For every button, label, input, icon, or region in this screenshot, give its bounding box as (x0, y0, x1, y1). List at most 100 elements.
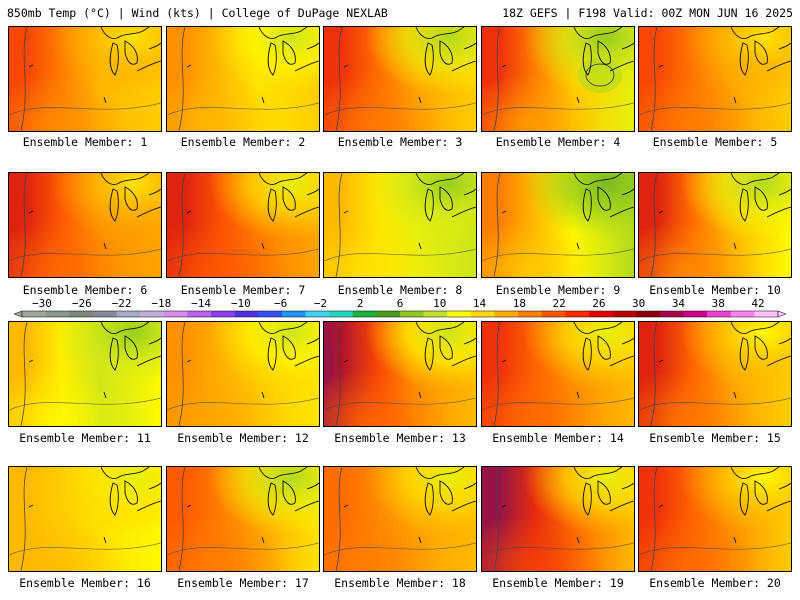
colorbar-swatch (400, 311, 424, 317)
ensemble-member-label: Ensemble Member: 20 (649, 576, 781, 590)
ensemble-member-map (166, 321, 320, 427)
colorbar-tick-label: −10 (231, 297, 251, 310)
ensemble-member-map (481, 172, 635, 278)
ensemble-member-label: Ensemble Member: 19 (492, 576, 624, 590)
chart-title: 850mb Temp (°C) | Wind (kts) | College o… (7, 6, 388, 20)
temperature-map (324, 173, 476, 277)
ensemble-member-map (8, 466, 162, 572)
ensemble-member-label: Ensemble Member: 5 (652, 135, 778, 149)
ensemble-member-map (323, 172, 477, 278)
ensemble-member-map (323, 26, 477, 132)
ensemble-member-map (8, 26, 162, 132)
colorbar-swatch (470, 311, 495, 317)
temperature-map (167, 173, 319, 277)
model-run-valid-time: 18Z GEFS | F198 Valid: 00Z MON JUN 16 20… (502, 6, 793, 20)
colorbar-swatch (45, 311, 70, 317)
colorbar-swatch (754, 311, 779, 317)
colorbar-tick-label: 34 (672, 297, 686, 310)
ensemble-member-label: Ensemble Member: 4 (495, 135, 621, 149)
colorbar-swatch (234, 311, 259, 317)
ensemble-member-label: Ensemble Member: 6 (22, 283, 148, 297)
ensemble-member-map (638, 321, 792, 427)
colorbar-swatch (376, 311, 401, 317)
temperature-map (9, 467, 161, 571)
colorbar-swatch (565, 311, 590, 317)
colorbar-swatch (305, 311, 330, 317)
colorbar-tick-label: −22 (112, 297, 132, 310)
colorbar-swatch (494, 311, 519, 317)
temperature-map (639, 27, 791, 131)
colorbar-tick-label: 22 (552, 297, 565, 310)
ensemble-member-label: Ensemble Member: 2 (180, 135, 306, 149)
temperature-map (639, 173, 791, 277)
temperature-map (167, 467, 319, 571)
ensemble-member-map (8, 321, 162, 427)
ensemble-member-label: Ensemble Member: 8 (337, 283, 463, 297)
ensemble-member-label: Ensemble Member: 11 (19, 431, 151, 445)
temperature-map (167, 322, 319, 426)
colorbar-tick-label: 38 (712, 297, 725, 310)
temperature-map (9, 173, 161, 277)
colorbar-tick-label: 18 (513, 297, 526, 310)
temperature-map (9, 27, 161, 131)
temperature-map (639, 322, 791, 426)
ensemble-member-map (323, 321, 477, 427)
temperature-map (324, 27, 476, 131)
colorbar-swatch (281, 311, 306, 317)
colorbar-swatch (163, 311, 188, 317)
colorbar-swatch (541, 311, 566, 317)
ensemble-member-label: Ensemble Member: 9 (495, 283, 621, 297)
temperature-map (482, 173, 634, 277)
colorbar-swatch (659, 311, 684, 317)
colorbar-swatch (140, 311, 165, 317)
colorbar-tick-label: 42 (751, 297, 764, 310)
colorbar-tick-label: 10 (433, 297, 446, 310)
ensemble-member-map (166, 172, 320, 278)
temperature-map (167, 27, 319, 131)
temperature-map (482, 467, 634, 571)
temperature-map (324, 467, 476, 571)
temperature-map (9, 322, 161, 426)
colorbar-swatch (116, 311, 141, 317)
colorbar-tick-label: −2 (314, 297, 327, 310)
colorbar-swatch (683, 311, 708, 317)
colorbar-tick-label: −18 (151, 297, 171, 310)
colorbar-swatch (92, 311, 117, 317)
colorbar-tick-label: −26 (72, 297, 92, 310)
colorbar-tick-label: −30 (32, 297, 52, 310)
colorbar-tick-label: 26 (592, 297, 605, 310)
colorbar-swatch (518, 311, 543, 317)
ensemble-member-label: Ensemble Member: 17 (177, 576, 309, 590)
ensemble-member-label: Ensemble Member: 18 (334, 576, 466, 590)
colorbar-tick-label: 6 (397, 297, 404, 310)
colorbar-swatch (636, 311, 661, 317)
colorbar-swatch (329, 311, 354, 317)
temperature-map (482, 322, 634, 426)
ensemble-member-label: Ensemble Member: 3 (337, 135, 463, 149)
colorbar-swatch (423, 311, 448, 317)
colorbar-swatch (187, 311, 212, 317)
ensemble-member-map (166, 26, 320, 132)
colorbar-swatch (730, 311, 755, 317)
temperature-map (639, 467, 791, 571)
colorbar-swatch (69, 311, 94, 317)
ensemble-member-map (481, 26, 635, 132)
ensemble-member-label: Ensemble Member: 16 (19, 576, 151, 590)
ensemble-member-label: Ensemble Member: 12 (177, 431, 309, 445)
ensemble-member-map (638, 26, 792, 132)
temperature-map (482, 27, 634, 131)
ensemble-member-map (323, 466, 477, 572)
ensemble-member-label: Ensemble Member: 13 (334, 431, 466, 445)
ensemble-member-map (166, 466, 320, 572)
colorbar-tick-label: 30 (632, 297, 645, 310)
ensemble-member-label: Ensemble Member: 1 (22, 135, 148, 149)
ensemble-member-label: Ensemble Member: 14 (492, 431, 624, 445)
colorbar-swatch (352, 311, 377, 317)
colorbar-tick-label: 2 (357, 297, 364, 310)
ensemble-member-map (8, 172, 162, 278)
ensemble-member-map (638, 172, 792, 278)
colorbar-swatch (211, 311, 235, 317)
ensemble-member-map (481, 466, 635, 572)
colorbar-swatch (612, 311, 637, 317)
temperature-colorbar: −30 −26 −22 −18 −14 −10 −6 −2 2 6 10 14 18 22 26 30 34 38… (14, 297, 786, 318)
